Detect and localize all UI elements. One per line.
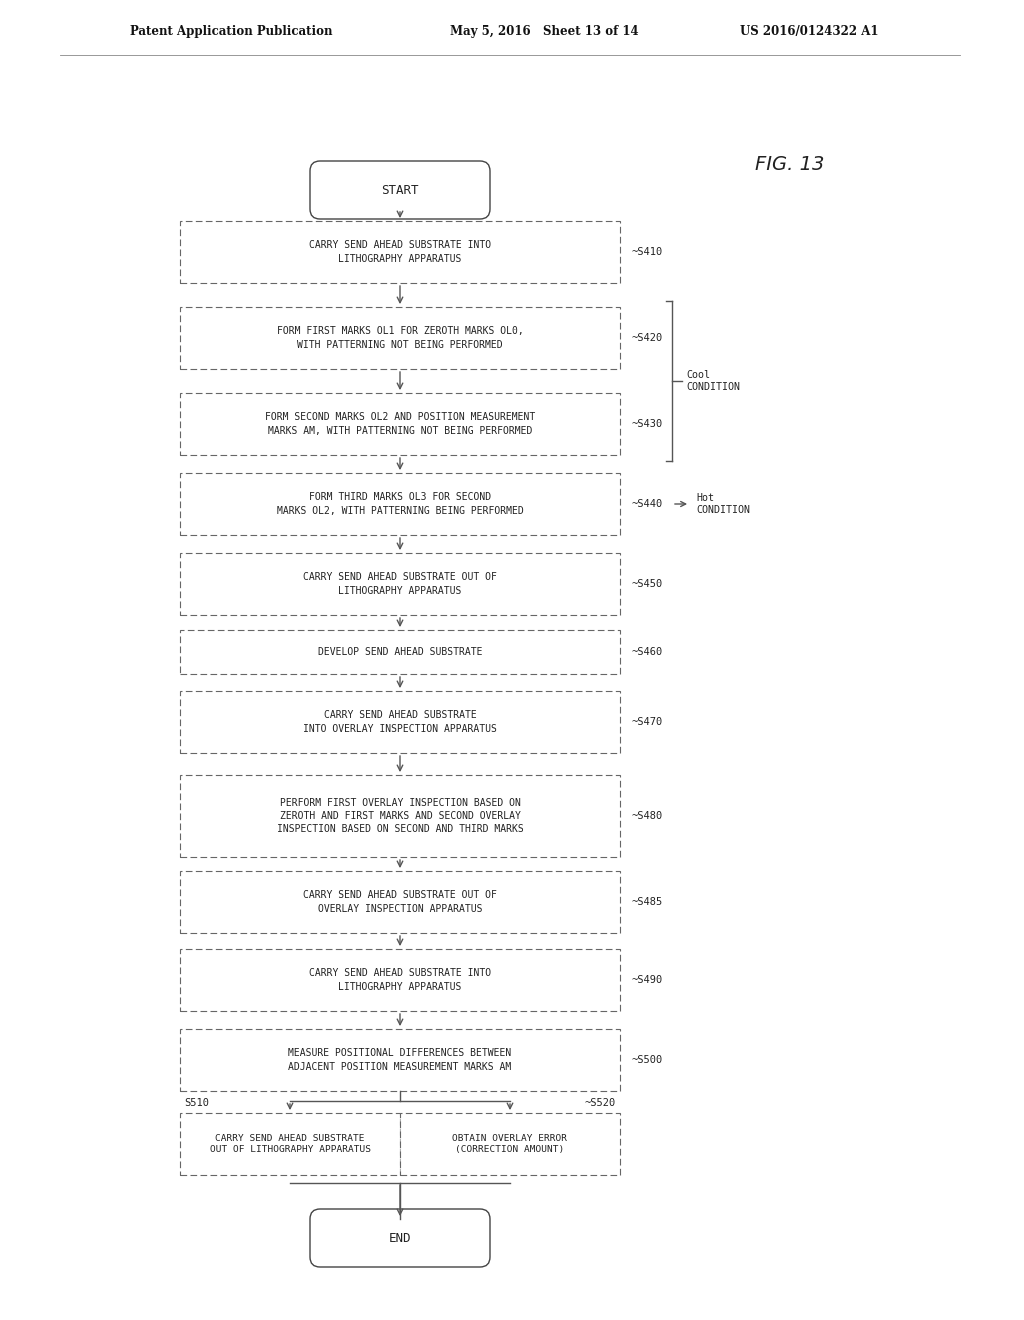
FancyBboxPatch shape [180,553,620,615]
FancyBboxPatch shape [180,630,620,675]
Text: ~S470: ~S470 [632,717,664,727]
Text: Cool
CONDITION: Cool CONDITION [686,370,740,392]
Text: CARRY SEND AHEAD SUBSTRATE OUT OF
OVERLAY INSPECTION APPARATUS: CARRY SEND AHEAD SUBSTRATE OUT OF OVERLA… [303,891,497,913]
Text: ~S420: ~S420 [632,333,664,343]
Text: MEASURE POSITIONAL DIFFERENCES BETWEEN
ADJACENT POSITION MEASUREMENT MARKS AM: MEASURE POSITIONAL DIFFERENCES BETWEEN A… [289,1048,512,1072]
Text: CARRY SEND AHEAD SUBSTRATE OUT OF
LITHOGRAPHY APPARATUS: CARRY SEND AHEAD SUBSTRATE OUT OF LITHOG… [303,573,497,595]
FancyBboxPatch shape [180,473,620,535]
Text: ~S500: ~S500 [632,1055,664,1065]
Text: ~S430: ~S430 [632,418,664,429]
Text: S510: S510 [184,1098,209,1107]
FancyBboxPatch shape [180,393,620,455]
Text: FORM FIRST MARKS OL1 FOR ZEROTH MARKS OL0,
WITH PATTERNING NOT BEING PERFORMED: FORM FIRST MARKS OL1 FOR ZEROTH MARKS OL… [276,326,523,350]
Text: May 5, 2016   Sheet 13 of 14: May 5, 2016 Sheet 13 of 14 [450,25,639,38]
FancyBboxPatch shape [180,775,620,857]
Text: CARRY SEND AHEAD SUBSTRATE
OUT OF LITHOGRAPHY APPARATUS: CARRY SEND AHEAD SUBSTRATE OUT OF LITHOG… [210,1134,371,1155]
FancyBboxPatch shape [180,1030,620,1092]
FancyBboxPatch shape [180,871,620,933]
Text: ~S450: ~S450 [632,579,664,589]
FancyBboxPatch shape [180,1113,400,1175]
Text: ~S440: ~S440 [632,499,664,510]
Text: FIG. 13: FIG. 13 [755,156,824,174]
Text: END: END [389,1232,412,1245]
Text: US 2016/0124322 A1: US 2016/0124322 A1 [740,25,879,38]
Text: ~S480: ~S480 [632,810,664,821]
Text: START: START [381,183,419,197]
Text: ~S485: ~S485 [632,898,664,907]
Text: Patent Application Publication: Patent Application Publication [130,25,333,38]
FancyBboxPatch shape [310,1209,490,1267]
Text: ~S460: ~S460 [632,647,664,657]
FancyBboxPatch shape [180,949,620,1011]
Text: Hot
CONDITION: Hot CONDITION [696,492,750,515]
FancyBboxPatch shape [180,308,620,370]
Text: OBTAIN OVERLAY ERROR
(CORRECTION AMOUNT): OBTAIN OVERLAY ERROR (CORRECTION AMOUNT) [453,1134,567,1155]
Text: FORM SECOND MARKS OL2 AND POSITION MEASUREMENT
MARKS AM, WITH PATTERNING NOT BEI: FORM SECOND MARKS OL2 AND POSITION MEASU… [265,412,536,436]
Text: CARRY SEND AHEAD SUBSTRATE INTO
LITHOGRAPHY APPARATUS: CARRY SEND AHEAD SUBSTRATE INTO LITHOGRA… [309,240,492,264]
Text: ~S410: ~S410 [632,247,664,257]
Text: CARRY SEND AHEAD SUBSTRATE INTO
LITHOGRAPHY APPARATUS: CARRY SEND AHEAD SUBSTRATE INTO LITHOGRA… [309,969,492,991]
Text: FORM THIRD MARKS OL3 FOR SECOND
MARKS OL2, WITH PATTERNING BEING PERFORMED: FORM THIRD MARKS OL3 FOR SECOND MARKS OL… [276,492,523,516]
FancyBboxPatch shape [180,220,620,282]
Text: ~S490: ~S490 [632,975,664,985]
Text: PERFORM FIRST OVERLAY INSPECTION BASED ON
ZEROTH AND FIRST MARKS AND SECOND OVER: PERFORM FIRST OVERLAY INSPECTION BASED O… [276,797,523,834]
Text: CARRY SEND AHEAD SUBSTRATE
INTO OVERLAY INSPECTION APPARATUS: CARRY SEND AHEAD SUBSTRATE INTO OVERLAY … [303,710,497,734]
FancyBboxPatch shape [180,690,620,752]
FancyBboxPatch shape [310,161,490,219]
Text: ~S520: ~S520 [585,1098,616,1107]
Text: DEVELOP SEND AHEAD SUBSTRATE: DEVELOP SEND AHEAD SUBSTRATE [317,647,482,657]
FancyBboxPatch shape [400,1113,620,1175]
